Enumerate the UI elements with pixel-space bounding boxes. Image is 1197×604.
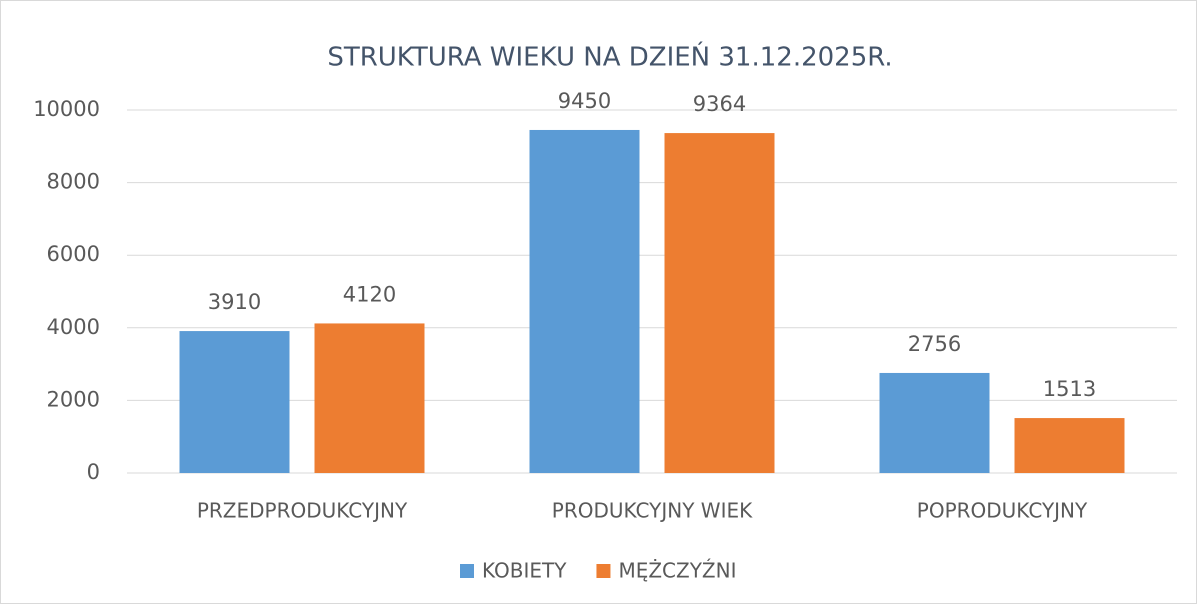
legend-swatch: [460, 564, 474, 578]
x-tick-label: PRODUKCYJNY WIEK: [552, 499, 753, 523]
bar: [529, 129, 640, 473]
y-tick-label: 6000: [47, 242, 100, 266]
x-tick-label: PRZEDPRODUKCYJNY: [197, 499, 408, 523]
legend-label: MĘŻCZYŹNI: [618, 559, 736, 583]
data-label: 2756: [908, 332, 961, 356]
y-tick-label: 4000: [47, 315, 100, 339]
data-label: 3910: [208, 290, 261, 314]
bar: [179, 331, 290, 473]
y-tick-label: 0: [87, 460, 100, 484]
bar: [664, 133, 775, 474]
data-label: 1513: [1043, 377, 1096, 401]
bar: [314, 323, 425, 473]
data-label: 9364: [693, 92, 746, 116]
bar: [879, 372, 990, 473]
data-label: 4120: [343, 282, 396, 306]
y-tick-label: 10000: [33, 97, 100, 121]
bar: [1014, 418, 1125, 473]
y-tick-label: 8000: [47, 170, 100, 194]
data-label: 9450: [558, 89, 611, 113]
x-tick-label: POPRODUKCYJNY: [917, 499, 1088, 523]
legend-swatch: [596, 564, 611, 578]
chart-title: STRUKTURA WIEKU NA DZIEŃ 31.12.2025R.: [327, 41, 892, 73]
y-tick-label: 2000: [47, 387, 100, 411]
legend-label: KOBIETY: [482, 559, 567, 583]
